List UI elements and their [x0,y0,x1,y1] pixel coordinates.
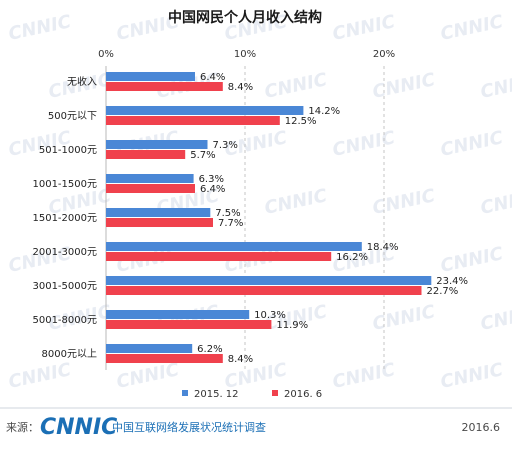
data-label: 7.5% [215,208,240,219]
chart-title: 中国网民个人月收入结构 [168,9,322,26]
bar [106,310,250,319]
watermark-text: CNNIC [263,185,330,219]
category-label: 500元以下 [48,111,97,122]
bar [106,150,186,159]
data-label: 10.3% [254,310,286,321]
watermark-text: CNNIC [331,11,398,45]
watermark-text: CNNIC [479,69,512,103]
bar [106,82,223,91]
x-tick-label: 20% [373,49,395,60]
bars [106,72,432,363]
bar [106,286,422,295]
cnnic-logo: CNNIC [40,415,117,440]
category-label: 1001-1500元 [32,179,97,190]
footer: 来源： CNNIC 中国互联网络发展状况统计调查 2016.6 [6,415,500,440]
data-label: 8.4% [228,82,253,93]
data-label: 22.7% [427,286,459,297]
category-labels: 无收入 500元以下 501-1000元 1001-1500元 1501-2000元 20… [32,75,97,360]
data-label: 12.5% [285,116,317,127]
legend: 2015. 12 2016. 6 [182,389,322,400]
data-label: 8.4% [228,354,253,365]
data-labels: 6.4%8.4%14.2%12.5%7.3%5.7%6.3%6.4%7.5%7.… [190,72,468,365]
category-label: 8000元以上 [42,348,97,360]
bar [106,184,195,193]
watermark-text: CNNIC [371,301,438,335]
watermark-text: CNNIC [371,185,438,219]
watermark-text: CNNIC [263,69,330,103]
report-date: 2016.6 [462,421,501,434]
bar [106,320,272,329]
bar [106,218,213,227]
data-label: 7.3% [212,140,237,151]
bar [106,354,223,363]
watermark-text: CNNIC [439,11,506,45]
data-label: 18.4% [367,242,399,253]
x-tick-label: 0% [98,49,114,60]
data-label: 11.9% [276,320,308,331]
data-label: 23.4% [436,276,468,287]
source-org: 中国互联网络发展状况统计调查 [112,420,266,434]
data-label: 14.2% [308,106,340,117]
x-axis-ticks: 0% 10% 20% [98,49,395,60]
bar [106,208,211,217]
data-label: 6.3% [199,174,224,185]
bar [106,174,194,183]
legend-label: 2015. 12 [194,389,239,400]
bar [106,242,362,251]
watermark-text: CNNIC [7,11,74,45]
category-label: 1501-2000元 [32,213,97,224]
watermark-text: CNNIC [439,359,506,393]
watermark-text: CNNIC [479,301,512,335]
data-label: 6.4% [200,184,225,195]
bar [106,276,432,285]
data-label: 6.4% [200,72,225,83]
category-label: 3001-5000元 [32,281,97,292]
data-label: 6.2% [197,344,222,355]
bar [106,106,304,115]
legend-swatch [272,390,278,396]
category-label: 2001-3000元 [32,247,97,258]
legend-label: 2016. 6 [284,389,322,400]
x-tick-label: 10% [234,49,256,60]
bar [106,116,280,125]
category-label: 5001-8000元 [32,315,97,326]
bar [106,72,195,81]
data-label: 7.7% [218,218,243,229]
watermark-text: CNNIC [371,69,438,103]
category-label: 501-1000元 [39,145,97,156]
bar [106,252,332,261]
watermark-text: CNNIC [7,359,74,393]
watermark-text: CNNIC [331,127,398,161]
watermark-text: CNNIC [479,185,512,219]
legend-swatch [182,390,188,396]
data-label: 16.2% [336,252,368,263]
watermark-text: CNNIC [439,243,506,277]
data-label: 5.7% [190,150,215,161]
watermark-text: CNNIC [115,359,182,393]
bar [106,140,208,149]
source-label: 来源： [6,420,39,434]
watermark-text: CNNIC [439,127,506,161]
bar [106,344,193,353]
watermark-text: CNNIC [331,359,398,393]
category-label: 无收入 [67,75,97,88]
